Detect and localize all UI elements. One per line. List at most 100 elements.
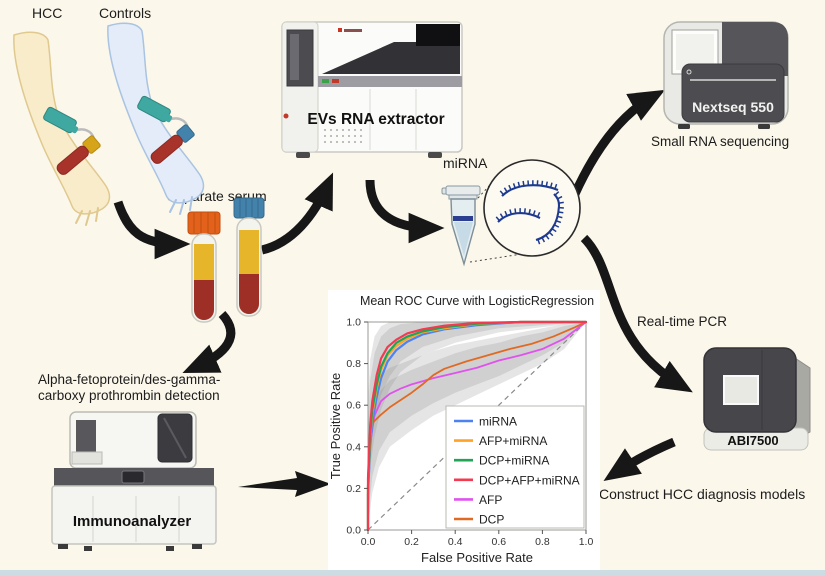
serum-tube-blue-serum xyxy=(239,230,259,274)
mirna-strand-tooth xyxy=(522,180,525,187)
hcc-label: HCC xyxy=(32,5,63,21)
y-tick-label: 0.8 xyxy=(346,358,361,370)
immuno-foot xyxy=(192,544,202,549)
mirna-strand-tooth xyxy=(528,209,531,215)
extractor-indicator-green xyxy=(322,79,329,83)
nextseq-top-housing xyxy=(722,22,788,76)
extractor-power-dot xyxy=(283,113,289,119)
mirna-strand-tooth xyxy=(523,208,526,214)
hcc-tube-blood xyxy=(56,145,89,175)
extractor-vent-dots xyxy=(324,129,364,143)
extractor-tower-window-reflection xyxy=(290,34,299,80)
extractor-foot xyxy=(296,152,310,158)
x-tick-label: 0.4 xyxy=(448,536,463,548)
extractor-screen xyxy=(416,24,460,46)
mirna-strand-tooth xyxy=(558,211,564,214)
y-tick-label: 1.0 xyxy=(346,317,361,329)
confidence-band xyxy=(368,322,586,526)
mirna-strand-tooth xyxy=(512,183,516,189)
legend-label: miRNA xyxy=(479,415,517,429)
nextseq-550-illustration: Nextseq 550 xyxy=(663,21,789,129)
x-tick-label: 0.6 xyxy=(491,536,506,548)
legend-label: DCP+miRNA xyxy=(479,454,549,468)
serum-tube-blue-cap xyxy=(233,197,265,219)
confidence-band xyxy=(368,322,586,506)
abi-screen xyxy=(723,375,759,405)
serum-tube-orange xyxy=(187,211,221,323)
evs-rna-extractor-illustration: EVs RNA extractor xyxy=(281,21,463,158)
mirna-strand xyxy=(501,184,559,197)
serum-tube-blue-blood xyxy=(239,274,259,314)
roc-chart: Mean ROC Curve with LogisticRegression 0… xyxy=(328,290,600,570)
immuno-screen xyxy=(121,470,145,484)
mirna-strand-tooth xyxy=(558,201,564,204)
roc-chart-title: Mean ROC Curve with LogisticRegression xyxy=(360,294,594,308)
arrow-immunoanalyzer-to-roc xyxy=(238,471,331,497)
legend-box xyxy=(445,405,585,529)
roc-ylabel: True Positive Rate xyxy=(328,373,343,479)
hcc-arm xyxy=(13,31,111,226)
mirna-tube-liquid xyxy=(454,222,473,256)
mirna-strand-tooth xyxy=(545,181,548,187)
evs-extractor-label: EVs RNA extractor xyxy=(307,111,444,128)
mirna-strand-tooth xyxy=(545,234,550,240)
serum-tube-orange-cap-ribs xyxy=(193,212,216,234)
mirna-strand-tooth xyxy=(549,182,553,188)
serum-tube-blue xyxy=(233,197,265,317)
mirna-strand-tooth xyxy=(499,213,504,219)
realtime-pcr-label: Real-time PCR xyxy=(637,314,728,329)
mirna-strand-tooth xyxy=(504,210,508,217)
controls-arm xyxy=(107,22,205,215)
immunoanalyzer-illustration: Immunoanalyzer xyxy=(51,411,217,551)
legend-label: DCP+AFP+miRNA xyxy=(479,473,580,487)
mirna-strand-tooth xyxy=(554,224,560,228)
construct-models-label: Construct HCC diagnosis models xyxy=(599,486,806,502)
controls-blood-tube xyxy=(150,124,195,164)
footer-strip xyxy=(0,570,825,576)
hcc-needle-hub xyxy=(67,123,79,134)
mirna-tube-cap xyxy=(445,185,481,196)
mirna-strand-tooth xyxy=(514,208,517,214)
mirna-strand-tooth xyxy=(532,210,536,216)
roc-xlabel: False Positive Rate xyxy=(421,550,533,565)
arrow-mirna-to-abi7500 xyxy=(580,234,693,393)
extractor-foot xyxy=(428,152,442,158)
serum-tube-orange-blood xyxy=(194,280,214,320)
mirna-strand-tooth xyxy=(536,211,541,218)
nextseq-foot xyxy=(678,124,690,129)
mirna-tube-illustration xyxy=(441,185,481,267)
mirna-strand-tooth xyxy=(517,181,521,187)
immuno-tray xyxy=(71,451,103,465)
small-rna-sequencing-label: Small RNA sequencing xyxy=(651,134,790,149)
roc-curve-DCP xyxy=(367,321,587,531)
mirna-strand-tooth xyxy=(555,220,562,224)
mirna-strand-tooth xyxy=(503,187,508,193)
mirna-strands xyxy=(495,180,564,245)
mirna-strand-tooth xyxy=(495,216,501,222)
afp-dcp-detection-line1: Alpha-fetoprotein/des-gamma- xyxy=(38,372,221,387)
mirna-strand-tooth xyxy=(548,231,554,237)
legend-label: AFP+miRNA xyxy=(479,434,547,448)
nextseq-label: Nextseq 550 xyxy=(692,99,774,115)
blood-draw-illustration xyxy=(13,22,205,226)
immuno-foot xyxy=(166,546,174,551)
mirna-strand-tooth xyxy=(551,228,557,233)
serum-tubes-illustration xyxy=(187,197,265,323)
confidence-band xyxy=(368,322,586,520)
mirna-strand-tooth xyxy=(541,237,546,243)
y-tick-label: 0.2 xyxy=(346,483,361,495)
roc-plot-layer: 0.0 0.2 0.4 0.6 0.8 1.0 0.0 0.2 0.4 0.6 0.8 1.0 miRN… xyxy=(346,317,593,549)
mirna-strand-tooth xyxy=(557,195,563,200)
confidence-band xyxy=(368,322,586,518)
y-tick-label: 0.6 xyxy=(346,400,361,412)
hcc-blood-tube xyxy=(56,135,101,175)
arrow-serum-to-extractor xyxy=(260,172,334,255)
controls-label: Controls xyxy=(99,5,152,21)
immuno-foot xyxy=(84,546,92,551)
nextseq-front-panel xyxy=(681,63,785,123)
x-tick-label: 0.2 xyxy=(404,536,419,548)
abi7500-label: ABI7500 xyxy=(727,433,778,448)
mirna-strand-tooth xyxy=(499,190,505,196)
mirna-strand-tooth xyxy=(554,191,560,196)
